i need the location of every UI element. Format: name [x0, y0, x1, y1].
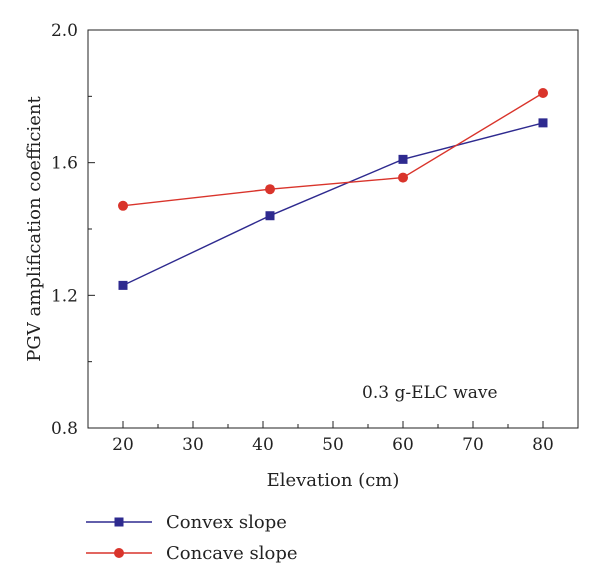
x-tick-label: 70: [462, 435, 484, 455]
x-axis-title: Elevation (cm): [267, 470, 400, 491]
data-point: [265, 211, 275, 221]
x-tick-label: 20: [112, 435, 134, 455]
x-tick-label: 60: [392, 435, 414, 455]
plot-frame: [87, 29, 579, 429]
data-point: [398, 172, 408, 183]
x-tick-label: 30: [182, 435, 204, 455]
series-line: [122, 122, 544, 287]
x-tick-label: 50: [322, 435, 344, 455]
legend-label: Convex slope: [166, 512, 287, 533]
data-point: [118, 200, 128, 211]
data-point: [118, 280, 128, 290]
y-tick-label: 2.0: [51, 21, 78, 41]
y-axis-ticks: 0.8 1.2 1.6 2.0: [51, 21, 95, 439]
legend: Convex slope Concave slope: [86, 512, 298, 564]
y-axis-title: PGV amplification coefficient: [24, 96, 45, 362]
data-point: [538, 118, 548, 128]
chart-annotation: 0.3 g-ELC wave: [362, 383, 498, 403]
x-tick-label: 80: [532, 435, 554, 455]
data-point: [538, 88, 548, 99]
y-tick-label: 1.2: [51, 286, 78, 306]
legend-marker: [114, 517, 124, 527]
data-point: [398, 154, 408, 164]
y-tick-label: 1.6: [51, 154, 78, 174]
x-axis-ticks: 20 30 40 50 60 70 80: [112, 421, 554, 455]
x-tick-label: 40: [252, 435, 274, 455]
series-line: [122, 92, 544, 207]
series-layer: [118, 88, 548, 290]
legend-marker: [114, 548, 124, 558]
y-tick-label: 0.8: [51, 419, 78, 439]
data-point: [265, 184, 275, 195]
legend-label: Concave slope: [166, 543, 298, 564]
